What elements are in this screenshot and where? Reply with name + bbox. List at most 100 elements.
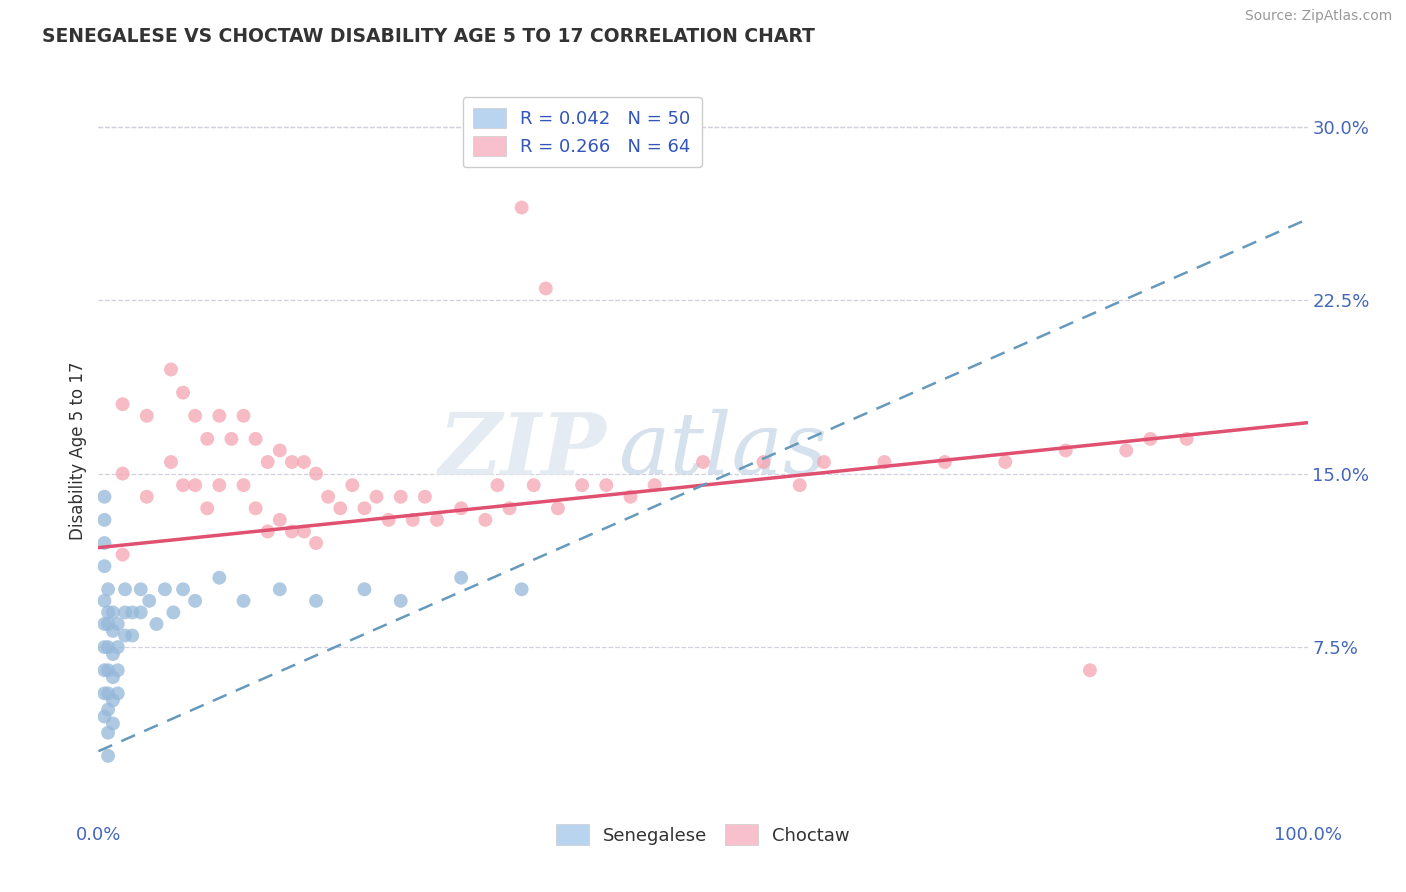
Point xyxy=(114,628,136,642)
Point xyxy=(121,628,143,642)
Point xyxy=(232,409,254,423)
Point xyxy=(752,455,775,469)
Point xyxy=(107,663,129,677)
Point xyxy=(994,455,1017,469)
Point xyxy=(389,490,412,504)
Point xyxy=(934,455,956,469)
Point xyxy=(269,443,291,458)
Point xyxy=(114,606,136,620)
Point xyxy=(184,409,207,423)
Point xyxy=(292,524,315,539)
Point xyxy=(93,594,115,608)
Point xyxy=(208,571,231,585)
Point xyxy=(111,548,134,562)
Point xyxy=(595,478,617,492)
Point xyxy=(93,490,115,504)
Point xyxy=(101,647,124,661)
Point xyxy=(1078,663,1101,677)
Point xyxy=(377,513,399,527)
Point xyxy=(111,397,134,411)
Point xyxy=(547,501,569,516)
Point xyxy=(292,455,315,469)
Point xyxy=(97,606,120,620)
Point xyxy=(129,606,152,620)
Point xyxy=(195,501,218,516)
Point xyxy=(172,582,194,597)
Point xyxy=(101,716,124,731)
Point xyxy=(162,606,184,620)
Point xyxy=(450,501,472,516)
Point xyxy=(121,606,143,620)
Point xyxy=(873,455,896,469)
Point xyxy=(789,478,811,492)
Point xyxy=(97,748,120,763)
Point xyxy=(93,709,115,723)
Point xyxy=(402,513,425,527)
Point xyxy=(426,513,449,527)
Point xyxy=(93,559,115,574)
Point xyxy=(232,478,254,492)
Point xyxy=(160,455,183,469)
Point xyxy=(245,501,267,516)
Text: ZIP: ZIP xyxy=(439,409,606,492)
Point xyxy=(510,582,533,597)
Point xyxy=(305,467,328,481)
Point xyxy=(269,513,291,527)
Point xyxy=(101,624,124,638)
Point xyxy=(619,490,641,504)
Point xyxy=(97,617,120,632)
Point xyxy=(1115,443,1137,458)
Point xyxy=(353,501,375,516)
Point xyxy=(486,478,509,492)
Point xyxy=(342,478,364,492)
Point xyxy=(1139,432,1161,446)
Point xyxy=(97,686,120,700)
Point xyxy=(107,617,129,632)
Point xyxy=(281,455,304,469)
Point xyxy=(232,594,254,608)
Point xyxy=(523,478,546,492)
Point xyxy=(498,501,520,516)
Point xyxy=(135,490,157,504)
Point xyxy=(93,663,115,677)
Point xyxy=(93,617,115,632)
Point xyxy=(97,582,120,597)
Point xyxy=(644,478,666,492)
Point xyxy=(474,513,496,527)
Point xyxy=(93,513,115,527)
Point xyxy=(107,686,129,700)
Text: SENEGALESE VS CHOCTAW DISABILITY AGE 5 TO 17 CORRELATION CHART: SENEGALESE VS CHOCTAW DISABILITY AGE 5 T… xyxy=(42,27,815,45)
Point xyxy=(101,606,124,620)
Point xyxy=(510,201,533,215)
Point xyxy=(366,490,388,504)
Point xyxy=(145,617,167,632)
Point xyxy=(97,663,120,677)
Point xyxy=(172,385,194,400)
Point xyxy=(184,594,207,608)
Point xyxy=(389,594,412,608)
Text: Source: ZipAtlas.com: Source: ZipAtlas.com xyxy=(1244,9,1392,23)
Point xyxy=(97,725,120,739)
Point xyxy=(195,432,218,446)
Point xyxy=(353,582,375,597)
Point xyxy=(93,536,115,550)
Point xyxy=(101,670,124,684)
Point xyxy=(413,490,436,504)
Point xyxy=(305,536,328,550)
Point xyxy=(1175,432,1198,446)
Point xyxy=(138,594,160,608)
Point xyxy=(692,455,714,469)
Point xyxy=(571,478,593,492)
Text: atlas: atlas xyxy=(619,409,828,491)
Point xyxy=(221,432,243,446)
Point xyxy=(184,478,207,492)
Point xyxy=(101,693,124,707)
Point xyxy=(208,478,231,492)
Point xyxy=(111,467,134,481)
Point xyxy=(245,432,267,446)
Point xyxy=(93,686,115,700)
Point xyxy=(534,281,557,295)
Point xyxy=(305,594,328,608)
Point xyxy=(93,640,115,654)
Y-axis label: Disability Age 5 to 17: Disability Age 5 to 17 xyxy=(69,361,87,540)
